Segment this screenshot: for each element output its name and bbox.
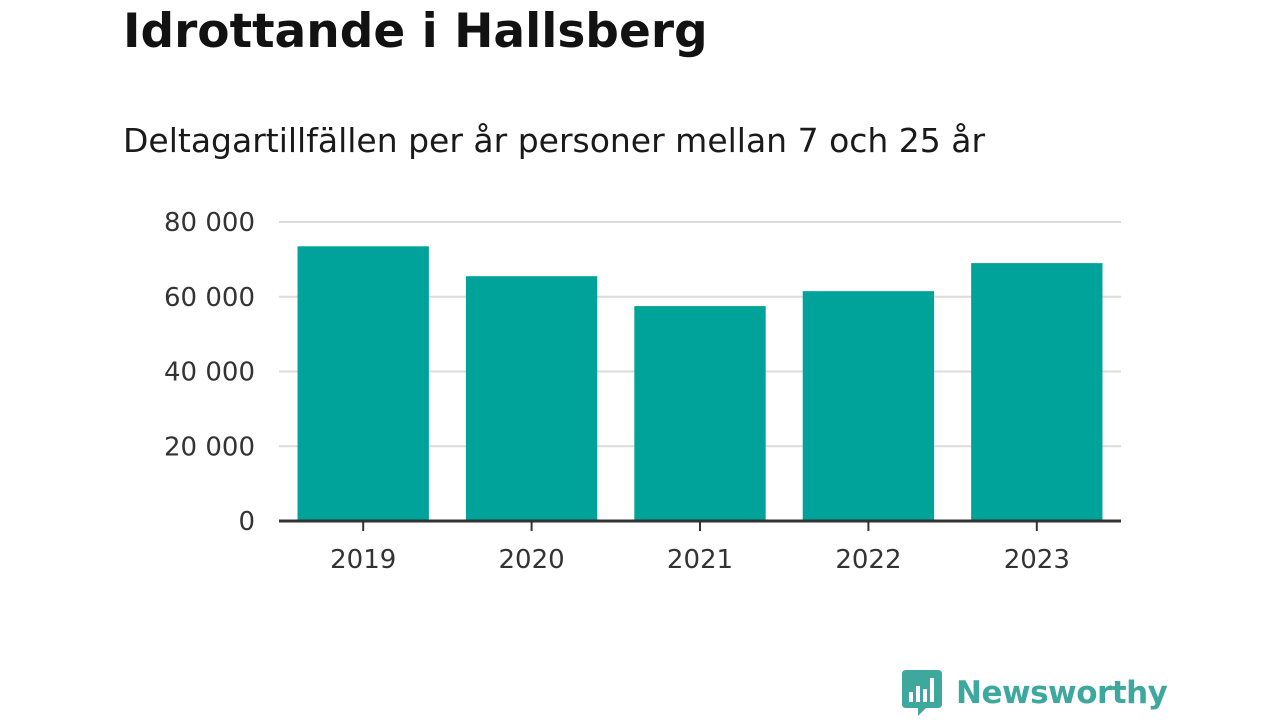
y-tick-labels: 0 20 000 40 000 60 000 80 000 [164, 208, 255, 537]
x-tick-label: 2020 [499, 545, 565, 575]
y-tick-label: 80 000 [164, 208, 255, 238]
x-tick-labels: 2019 2020 2021 2022 2023 [330, 545, 1070, 575]
x-tick-label: 2023 [1004, 545, 1070, 575]
x-tick-label: 2021 [667, 545, 733, 575]
bars [297, 246, 1103, 521]
bar-chart-speech-bubble-icon [902, 670, 942, 716]
y-tick-label: 20 000 [164, 432, 255, 462]
chart-subtitle: Deltagartillfällen per år personer mella… [123, 121, 986, 160]
brand-logo: Newsworthy [900, 668, 1168, 718]
y-tick-label: 0 [238, 507, 255, 537]
y-tick-label: 40 000 [164, 358, 255, 388]
bar-2021 [634, 306, 766, 521]
chart-title: Idrottande i Hallsberg [123, 4, 708, 59]
x-axis [279, 519, 1121, 531]
bar-2023 [971, 263, 1103, 521]
bar-2022 [802, 291, 935, 521]
bar-2019 [297, 246, 429, 521]
bar-2020 [465, 276, 598, 521]
x-tick-label: 2019 [330, 545, 396, 575]
y-tick-label: 60 000 [164, 283, 255, 313]
x-tick-label: 2022 [835, 545, 901, 575]
brand-name: Newsworthy [956, 675, 1168, 711]
